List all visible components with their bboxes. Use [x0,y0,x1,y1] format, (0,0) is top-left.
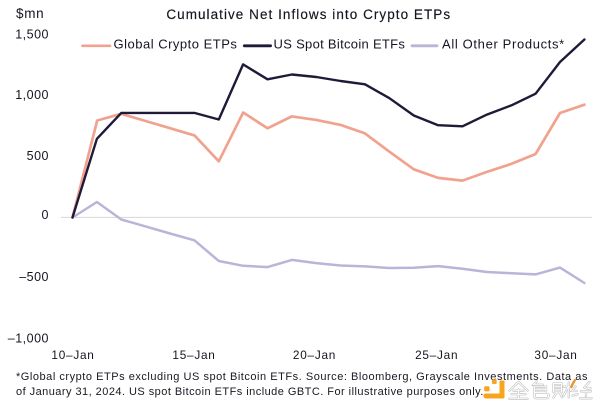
svg-text:–500: –500 [19,270,49,284]
svg-text:20–Jan: 20–Jan [293,348,336,362]
svg-text:*Global crypto ETPs excluding: *Global crypto ETPs excluding US spot Bi… [16,371,588,383]
svg-text:Cumulative Net Inflows into Cr: Cumulative Net Inflows into Crypto ETPs [166,7,451,22]
svg-text:US Spot Bitcoin ETFs: US Spot Bitcoin ETFs [274,37,406,52]
svg-text:All Other Products*: All Other Products* [442,37,565,52]
svg-text:30–Jan: 30–Jan [534,348,577,362]
svg-text:–1,000: –1,000 [8,332,49,346]
svg-text:500: 500 [27,149,49,163]
svg-text:15–Jan: 15–Jan [172,348,215,362]
svg-text:1,500: 1,500 [15,28,49,42]
svg-text:0: 0 [42,208,49,222]
svg-text:$mn: $mn [16,6,44,21]
svg-text:of January 31, 2024. US spot B: of January 31, 2024. US spot Bitcoin ETF… [16,386,484,398]
svg-text:10–Jan: 10–Jan [51,348,94,362]
svg-text:25–Jan: 25–Jan [415,348,458,362]
svg-text:1,000: 1,000 [15,88,49,102]
svg-text:Global Crypto ETPs: Global Crypto ETPs [114,37,238,52]
